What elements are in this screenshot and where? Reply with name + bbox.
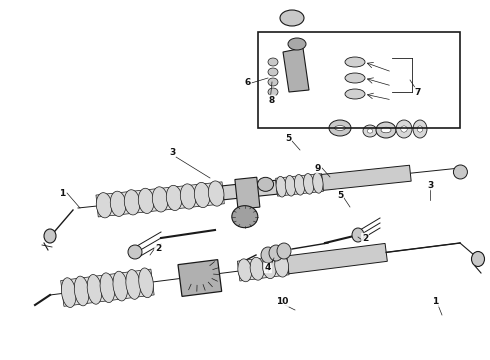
Text: 8: 8 xyxy=(269,95,275,104)
Polygon shape xyxy=(321,165,411,190)
Polygon shape xyxy=(237,255,289,281)
Polygon shape xyxy=(222,180,277,200)
Ellipse shape xyxy=(413,120,427,138)
Ellipse shape xyxy=(345,89,365,99)
Ellipse shape xyxy=(268,58,278,66)
Polygon shape xyxy=(96,182,224,217)
Ellipse shape xyxy=(276,176,286,197)
Ellipse shape xyxy=(128,245,142,259)
Ellipse shape xyxy=(250,257,264,280)
Ellipse shape xyxy=(110,191,126,216)
Ellipse shape xyxy=(61,278,76,307)
Ellipse shape xyxy=(367,129,373,133)
Ellipse shape xyxy=(139,268,153,298)
Ellipse shape xyxy=(166,185,182,211)
Polygon shape xyxy=(178,260,221,296)
Ellipse shape xyxy=(124,190,140,215)
Ellipse shape xyxy=(313,172,323,193)
Ellipse shape xyxy=(381,127,391,133)
Ellipse shape xyxy=(138,188,154,213)
Ellipse shape xyxy=(97,193,112,218)
Text: 5: 5 xyxy=(285,134,291,143)
Ellipse shape xyxy=(376,122,396,138)
Ellipse shape xyxy=(238,259,252,282)
Bar xyxy=(258,32,460,128)
Ellipse shape xyxy=(288,38,306,50)
Polygon shape xyxy=(276,174,323,196)
Ellipse shape xyxy=(44,229,56,243)
Text: 1: 1 xyxy=(59,189,65,198)
Ellipse shape xyxy=(263,256,276,279)
Ellipse shape xyxy=(126,270,141,299)
Ellipse shape xyxy=(294,175,305,195)
Text: 5: 5 xyxy=(337,190,343,199)
Ellipse shape xyxy=(74,276,89,306)
Ellipse shape xyxy=(268,68,278,76)
Text: 1: 1 xyxy=(432,297,438,306)
Ellipse shape xyxy=(258,177,273,191)
Ellipse shape xyxy=(304,174,314,194)
Text: 9: 9 xyxy=(315,163,321,172)
Polygon shape xyxy=(235,177,260,210)
Text: 2: 2 xyxy=(155,243,161,252)
Text: 7: 7 xyxy=(415,87,421,96)
Text: 2: 2 xyxy=(362,234,368,243)
Polygon shape xyxy=(61,269,154,306)
Ellipse shape xyxy=(329,120,351,136)
Ellipse shape xyxy=(275,254,289,277)
Ellipse shape xyxy=(208,181,224,206)
Ellipse shape xyxy=(100,273,115,302)
Ellipse shape xyxy=(277,243,291,259)
Ellipse shape xyxy=(401,126,407,132)
Ellipse shape xyxy=(453,165,467,179)
Ellipse shape xyxy=(345,73,365,83)
Text: 3: 3 xyxy=(169,148,175,157)
Ellipse shape xyxy=(195,183,210,208)
Ellipse shape xyxy=(152,187,168,212)
Ellipse shape xyxy=(261,247,275,263)
Text: 3: 3 xyxy=(427,180,433,189)
Ellipse shape xyxy=(268,78,278,86)
Ellipse shape xyxy=(285,175,295,196)
Ellipse shape xyxy=(87,274,102,304)
Ellipse shape xyxy=(335,126,345,130)
Text: 10: 10 xyxy=(276,297,288,306)
Ellipse shape xyxy=(363,125,377,137)
Ellipse shape xyxy=(352,228,364,242)
Text: 4: 4 xyxy=(265,264,271,273)
Ellipse shape xyxy=(396,120,412,138)
Ellipse shape xyxy=(471,252,485,266)
Ellipse shape xyxy=(268,88,278,96)
Ellipse shape xyxy=(345,57,365,67)
Ellipse shape xyxy=(280,10,304,26)
Ellipse shape xyxy=(269,245,283,261)
Polygon shape xyxy=(283,48,309,92)
Ellipse shape xyxy=(180,184,196,209)
Text: 6: 6 xyxy=(245,77,251,86)
Ellipse shape xyxy=(417,126,423,132)
Ellipse shape xyxy=(113,271,127,301)
Ellipse shape xyxy=(232,206,258,228)
Polygon shape xyxy=(287,243,387,274)
